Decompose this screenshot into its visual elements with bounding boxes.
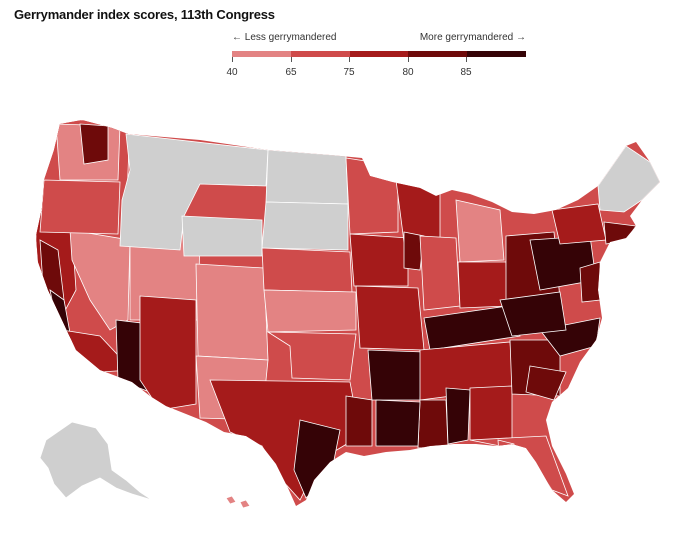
district-region xyxy=(225,495,237,505)
district-region xyxy=(403,231,425,271)
district-region xyxy=(525,365,567,401)
district-region-no-data xyxy=(265,149,349,205)
district-region xyxy=(79,123,109,165)
district-region xyxy=(417,399,449,449)
legend-swatch-3 xyxy=(349,51,409,57)
district-region xyxy=(139,295,197,411)
legend-tick-label-65: 65 xyxy=(285,67,297,78)
legend-swatch-1 xyxy=(232,51,291,57)
legend-tick-label-40: 40 xyxy=(226,67,238,78)
legend-ticks xyxy=(232,57,526,63)
legend-tick-label-80: 80 xyxy=(402,67,414,78)
map-title: Gerrymander index scores, 113th Congress xyxy=(14,7,275,22)
legend-tick-label-75: 75 xyxy=(343,67,355,78)
district-region xyxy=(375,399,421,447)
legend-tick xyxy=(349,57,350,62)
district-region xyxy=(445,387,471,445)
district-region xyxy=(603,221,637,245)
district-region xyxy=(423,305,521,351)
legend-tick-label-85: 85 xyxy=(460,67,472,78)
color-legend: ← Less gerrymandered More gerrymandered … xyxy=(226,32,526,78)
district-region xyxy=(345,395,373,447)
district-region xyxy=(419,235,461,311)
district-region xyxy=(455,199,505,263)
legend-swatch-2 xyxy=(290,51,350,57)
district-region xyxy=(293,419,341,499)
district-region xyxy=(469,435,569,497)
district-region-no-data xyxy=(39,421,153,501)
district-region-no-data xyxy=(181,215,263,257)
district-region xyxy=(395,179,441,243)
district-region xyxy=(349,233,409,287)
district-region xyxy=(263,289,357,333)
district-region xyxy=(345,157,399,235)
legend-tick xyxy=(232,57,233,62)
legend-swatch-4 xyxy=(408,51,468,57)
legend-more-label: More gerrymandered → xyxy=(419,32,526,43)
legend-color-bar xyxy=(232,51,526,57)
district-region xyxy=(355,285,425,351)
district-region xyxy=(469,385,513,441)
district-region xyxy=(39,179,121,235)
legend-tick xyxy=(408,57,409,62)
legend-tick xyxy=(291,57,292,62)
legend-tick xyxy=(466,57,467,62)
district-region xyxy=(239,499,251,509)
district-region xyxy=(551,203,607,245)
district-region xyxy=(195,263,269,361)
district-region xyxy=(579,261,601,303)
district-region xyxy=(499,291,567,337)
district-region xyxy=(261,247,353,293)
legend-swatch-5 xyxy=(467,51,526,57)
district-region xyxy=(266,331,357,381)
district-region xyxy=(367,349,425,401)
district-region-no-data xyxy=(597,145,660,213)
district-region-no-data xyxy=(261,201,349,251)
legend-less-label: ← Less gerrymandered xyxy=(232,32,337,43)
